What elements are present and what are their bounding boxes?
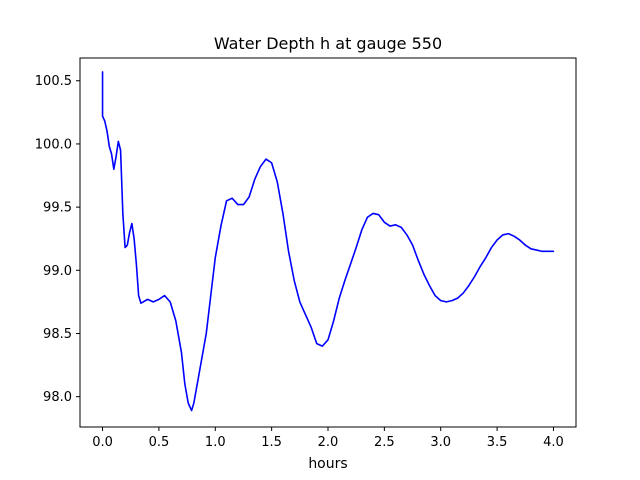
y-axis: 98.0 98.5 99.0 99.5 100.0 100.5 [35,74,80,405]
y-tick-label: 99.0 [43,264,72,279]
x-axis-label: hours [308,456,347,472]
x-tick-label: 3.5 [487,435,508,450]
axes-frame [79,57,577,428]
y-tick-label: 100.5 [35,74,72,89]
y-tick-label: 99.5 [43,201,72,216]
x-tick-label: 4.0 [543,435,564,450]
y-tick-label: 100.0 [35,137,72,152]
x-tick-label: 2.0 [318,435,339,450]
x-tick-label: 3.0 [430,435,451,450]
y-tick-label: 98.0 [43,390,72,405]
x-tick-label: 1.0 [205,435,226,450]
x-tick-label: 0.5 [149,435,170,450]
x-tick-label: 0.0 [92,435,113,450]
chart-title: Water Depth h at gauge 550 [214,34,442,53]
x-tick-label: 2.5 [374,435,395,450]
x-tick-label: 1.5 [261,435,282,450]
x-axis: 0.0 0.5 1.0 1.5 2.0 2.5 3.0 3.5 4.0 [92,427,564,450]
y-tick-label: 98.5 [43,327,72,342]
plot-area [101,71,555,412]
series-line-0 [101,71,555,412]
